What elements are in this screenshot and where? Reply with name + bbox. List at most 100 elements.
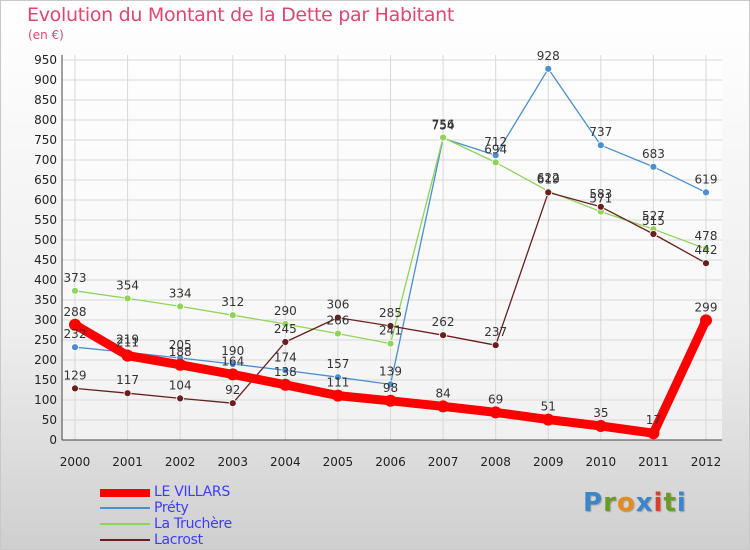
data-label: 515: [642, 214, 665, 228]
data-label: 205: [169, 338, 192, 352]
proxiti-logo: Proxiti: [583, 488, 687, 518]
data-label: 92: [225, 383, 240, 397]
data-label: 117: [116, 373, 139, 387]
data-point: [71, 384, 79, 393]
data-point: [386, 322, 395, 330]
data-label: 442: [695, 243, 718, 257]
x-tick-label: 2000: [60, 455, 91, 469]
data-label: 98: [383, 381, 398, 395]
data-label: 928: [537, 49, 560, 63]
data-point: [281, 338, 290, 346]
legend-item-la-truchere: La Truchère: [100, 516, 280, 532]
data-point: [489, 406, 502, 419]
legend: LE VILLARS Préty La Truchère Lacrost: [100, 484, 280, 548]
legend-swatch: [100, 507, 150, 509]
data-point: [386, 339, 395, 348]
data-label: 334: [169, 286, 192, 300]
data-label: 266: [326, 314, 349, 328]
data-label: 288: [64, 305, 87, 319]
data-point: [649, 230, 658, 238]
data-point: [542, 413, 555, 426]
data-point: [121, 349, 134, 362]
y-tick-label: 850: [34, 93, 57, 107]
x-tick-label: 2006: [375, 455, 406, 469]
data-label: 373: [64, 271, 87, 285]
data-point: [226, 368, 239, 381]
data-point: [491, 158, 500, 167]
data-point: [596, 202, 605, 211]
x-tick-label: 2002: [165, 455, 196, 469]
data-point: [386, 380, 395, 389]
y-tick-label: 100: [34, 393, 57, 407]
data-label: 139: [379, 364, 402, 378]
data-label: 35: [593, 406, 608, 420]
data-point: [649, 162, 658, 171]
y-tick-label: 50: [42, 413, 57, 427]
data-point: [123, 389, 132, 398]
data-label: 138: [274, 365, 297, 379]
data-point: [279, 378, 292, 391]
data-label: 129: [64, 368, 87, 382]
data-point: [544, 188, 553, 197]
data-label: 245: [274, 322, 297, 336]
x-tick-label: 2009: [533, 455, 564, 469]
x-tick-label: 2008: [480, 455, 511, 469]
data-label: 237: [484, 325, 507, 339]
y-tick-label: 0: [49, 433, 57, 447]
y-tick-label: 300: [34, 313, 57, 327]
y-tick-label: 600: [34, 193, 57, 207]
data-point: [228, 399, 237, 408]
data-point: [437, 400, 450, 413]
data-point: [334, 329, 342, 338]
data-point: [594, 420, 607, 432]
legend-label: LE VILLARS: [154, 484, 230, 500]
data-label: 478: [695, 229, 718, 243]
data-label: 619: [537, 172, 560, 186]
data-label: 104: [169, 378, 192, 392]
data-label: 622: [537, 171, 560, 185]
data-label: 188: [169, 345, 192, 359]
data-label: 190: [221, 344, 244, 358]
data-label: 354: [116, 278, 139, 292]
data-label: 754: [432, 118, 455, 132]
legend-item-le-villars: LE VILLARS: [100, 484, 280, 500]
data-point: [700, 314, 712, 327]
unit-label: (en €): [28, 28, 64, 42]
legend-swatch: [100, 539, 150, 541]
data-label: 571: [589, 192, 612, 206]
data-label: 694: [484, 142, 507, 156]
y-tick-label: 200: [34, 353, 57, 367]
data-point: [702, 259, 710, 268]
data-point: [384, 394, 397, 407]
y-tick-label: 900: [34, 73, 57, 87]
data-point: [176, 394, 185, 403]
data-point: [71, 343, 79, 352]
data-point: [702, 188, 710, 197]
legend-swatch: [100, 489, 150, 497]
data-label: 174: [274, 350, 297, 364]
data-label: 527: [642, 209, 665, 223]
data-point: [176, 302, 185, 311]
data-label: 241: [379, 324, 402, 338]
y-tick-label: 400: [34, 273, 57, 287]
x-tick-label: 2007: [428, 455, 459, 469]
y-tick-label: 450: [34, 253, 57, 267]
x-tick-label: 2012: [691, 455, 722, 469]
data-label: 306: [326, 298, 349, 312]
y-tick-label: 150: [34, 373, 57, 387]
data-label: 219: [116, 332, 139, 346]
data-point: [281, 320, 290, 328]
data-label: 619: [695, 172, 718, 186]
data-label: 285: [379, 306, 402, 320]
y-tick-label: 950: [34, 53, 57, 67]
data-label: 69: [488, 392, 503, 406]
chart-title: Evolution du Montant de la Dette par Hab…: [27, 4, 455, 26]
legend-item-lacrost: Lacrost: [100, 532, 280, 548]
x-tick-label: 2004: [270, 455, 301, 469]
data-point: [334, 313, 342, 322]
y-tick-label: 650: [34, 173, 57, 187]
y-tick-label: 800: [34, 113, 57, 127]
data-label: 211: [116, 336, 139, 350]
legend-swatch: [100, 523, 150, 525]
